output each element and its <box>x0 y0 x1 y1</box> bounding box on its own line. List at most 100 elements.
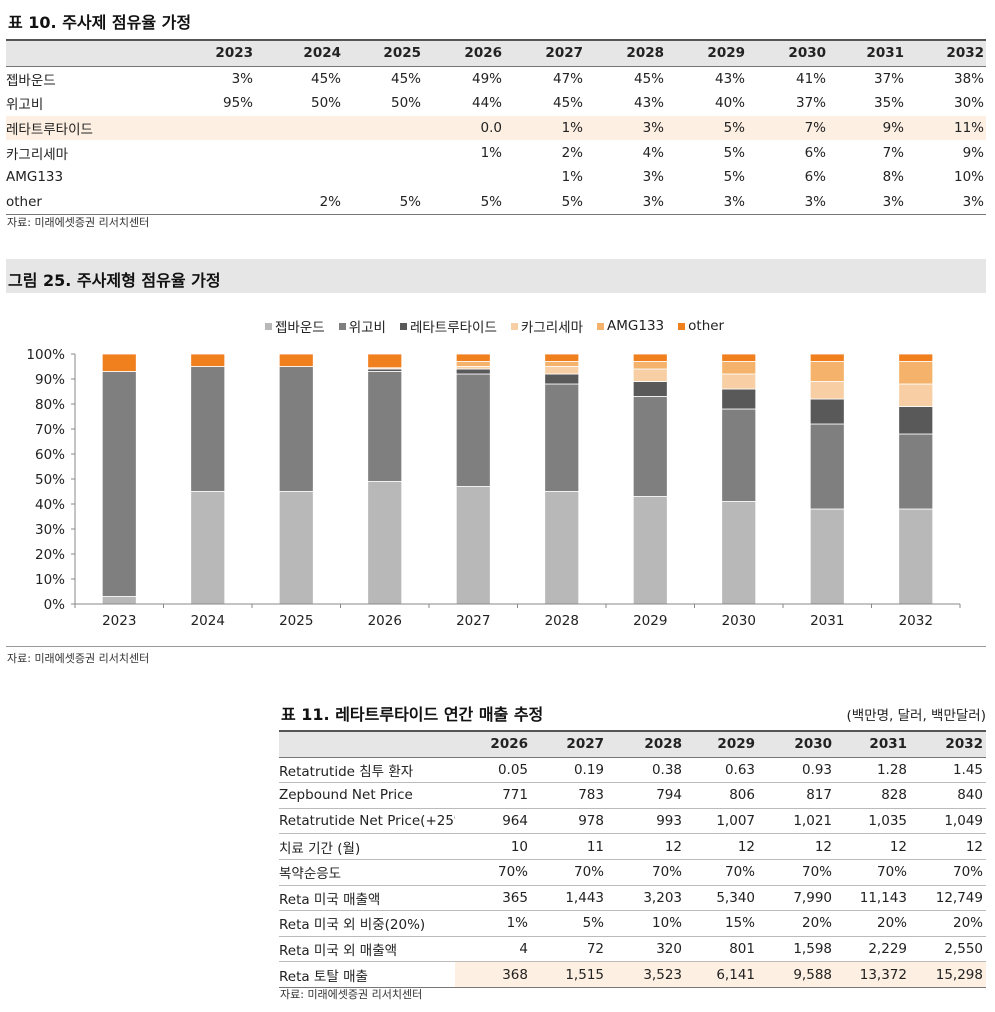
cell-value: 43% <box>714 70 745 87</box>
cell-value: 1,598 <box>793 941 832 958</box>
cell-value: 10% <box>651 915 682 932</box>
cell-value: 771 <box>502 787 528 804</box>
legend-swatch <box>597 322 605 330</box>
row-label: 레타트루타이드 <box>6 115 176 141</box>
cell-value: 3% <box>723 193 745 210</box>
bar-segment <box>544 353 580 362</box>
cell-value: 35% <box>873 95 904 112</box>
cell-value: 365 <box>502 889 528 906</box>
x-tick-label: 2026 <box>368 613 402 629</box>
table-row: 복약순응도 70% 70% 70% 70% 70% 70% 70% <box>279 859 986 886</box>
cell-value: 6% <box>804 144 826 161</box>
x-tick-label: 2025 <box>279 613 313 629</box>
x-tick-label: 2028 <box>545 613 579 629</box>
cell-value: 20% <box>801 915 832 932</box>
table-row: Zepbound Net Price 771 783 794 806 817 828 840 <box>279 783 986 809</box>
bar-segment <box>190 491 226 605</box>
cell-value: 1% <box>480 144 502 161</box>
legend-label: 위고비 <box>348 320 386 336</box>
header-year: 2023 <box>176 40 255 67</box>
cell-value: 12 <box>737 838 755 855</box>
cell-value: 70% <box>952 864 983 881</box>
cell-value: 5% <box>723 144 745 161</box>
bar-segment <box>809 361 845 382</box>
bar-segment <box>721 408 757 502</box>
cell-value: 10% <box>953 169 984 186</box>
cell-value: 38% <box>953 70 984 87</box>
y-tick-label: 50% <box>35 472 65 488</box>
cell-value: 5% <box>399 193 421 210</box>
table10-source: 자료: 미래에셋증권 리서치센터 <box>7 216 150 229</box>
cell-value: 806 <box>729 787 755 804</box>
table11-header-row: 2026 2027 2028 2029 2030 2031 2032 <box>279 731 986 758</box>
bar-segment <box>455 486 491 605</box>
cell-value: 8% <box>882 169 904 186</box>
cell-value: 2% <box>561 144 583 161</box>
header-year: 2025 <box>343 40 423 67</box>
cell-value: 817 <box>806 787 832 804</box>
bar-segment <box>632 396 668 497</box>
legend-label: 젭바운드 <box>275 320 325 336</box>
cell-value: 4 <box>519 941 528 958</box>
cell-value: 2% <box>319 193 341 210</box>
cell-value: 5% <box>582 915 604 932</box>
cell-value: 0.0 <box>423 115 504 141</box>
header-corner <box>279 731 455 758</box>
row-label: 카그리세마 <box>6 146 69 163</box>
row-label: AMG133 <box>6 169 64 186</box>
header-year: 2029 <box>685 731 758 758</box>
cell-value: 11% <box>906 115 986 141</box>
bar-segment <box>632 353 668 362</box>
row-label: Retatrutide Net Price(+25%) <box>279 813 455 830</box>
cell-value: 15% <box>724 915 755 932</box>
table-row: other 2% 5% 5% 5% 3% 3% 3% 3% 3% <box>6 190 986 215</box>
cell-value: 12 <box>664 838 682 855</box>
cell-value <box>255 165 343 190</box>
bar-segment <box>721 388 757 410</box>
table11-source: 자료: 미래에셋증권 리서치센터 <box>280 988 423 1001</box>
figure25-header <box>6 259 986 293</box>
table10: 2023 2024 2025 2026 2027 2028 2029 2030 2031 2032… <box>6 39 986 215</box>
cell-value: 7,990 <box>793 889 832 906</box>
table-row: 레타트루타이드 0.0 1% 3% 5% 7% 9% 11% <box>6 115 986 141</box>
cell-value <box>343 115 423 141</box>
cell-value: 3% <box>804 193 826 210</box>
bar-segment <box>809 353 845 362</box>
cell-value: 320 <box>656 941 682 958</box>
bar-segment <box>190 366 226 492</box>
y-tick-label: 0% <box>44 597 66 613</box>
cell-value <box>255 115 343 141</box>
bar-layer <box>101 353 934 605</box>
cell-value: 1% <box>506 915 528 932</box>
header-year: 2024 <box>255 40 343 67</box>
cell-value: 9% <box>962 144 984 161</box>
cell-value: 7% <box>882 144 904 161</box>
x-tick-label: 2031 <box>810 613 844 629</box>
cell-value: 45% <box>310 70 341 87</box>
bar-segment <box>278 353 314 367</box>
cell-value <box>343 165 423 190</box>
cell-value: 978 <box>578 813 604 830</box>
cell-value: 1,007 <box>716 813 755 830</box>
y-tick-label: 70% <box>35 422 65 438</box>
bar-segment <box>455 353 491 362</box>
header-year: 2032 <box>906 40 986 67</box>
header-year: 2029 <box>666 40 747 67</box>
bar-segment <box>367 371 403 482</box>
figure25-divider <box>6 646 986 647</box>
cell-value: 6% <box>804 169 826 186</box>
cell-value: 6,141 <box>685 961 758 988</box>
header-year: 2026 <box>423 40 504 67</box>
row-label: Reta 미국 외 매출액 <box>279 943 398 960</box>
cell-value: 0.05 <box>497 761 528 778</box>
cell-value: 964 <box>502 813 528 830</box>
cell-value: 70% <box>876 864 907 881</box>
cell-value: 3% <box>962 193 984 210</box>
cell-value: 1,021 <box>793 813 832 830</box>
legend-item: 카그리세마 <box>510 316 583 336</box>
table-row: Reta 미국 매출액 365 1,443 3,203 5,340 7,990 11,143… <box>279 885 986 911</box>
x-axis: 2023 2024 2025 2026 2027 2028 2029 2030 2031 2032 <box>74 603 961 629</box>
legend-label: 레타트루타이드 <box>409 320 497 336</box>
header-year: 2028 <box>585 40 666 67</box>
table11-title: 표 11. 레타트루타이드 연간 매출 추정 <box>281 705 544 724</box>
